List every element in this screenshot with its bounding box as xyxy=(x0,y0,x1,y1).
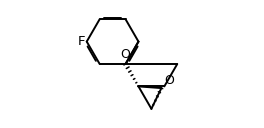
Text: F: F xyxy=(77,35,85,48)
Text: O: O xyxy=(121,48,130,61)
Text: O: O xyxy=(164,74,174,87)
